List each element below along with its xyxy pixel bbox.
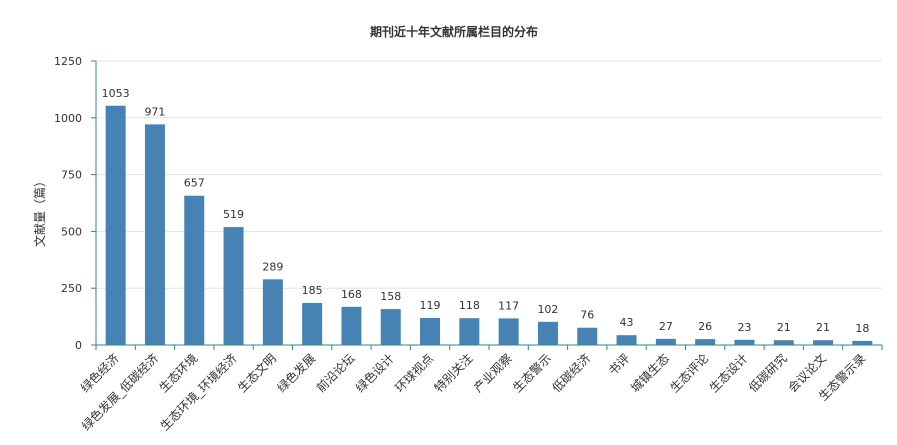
bar bbox=[498, 318, 519, 345]
y-tick-label: 750 bbox=[61, 169, 82, 182]
x-tick-label: 绿色发展 bbox=[274, 351, 319, 396]
data-label: 519 bbox=[223, 208, 244, 221]
bar bbox=[184, 195, 205, 345]
bar bbox=[105, 105, 126, 346]
data-label: 27 bbox=[659, 320, 673, 333]
x-tick-label: 特别关注 bbox=[431, 351, 476, 396]
data-label: 18 bbox=[855, 322, 869, 335]
chart-title: 期刊近十年文献所属栏目的分布 bbox=[370, 24, 538, 39]
data-label: 102 bbox=[537, 303, 558, 316]
bar bbox=[695, 339, 716, 345]
bar bbox=[223, 227, 244, 345]
data-label: 21 bbox=[816, 321, 830, 334]
bars bbox=[105, 105, 873, 346]
data-label: 119 bbox=[420, 299, 441, 312]
bar bbox=[262, 279, 283, 345]
x-tick-label: 低碳经济 bbox=[549, 351, 594, 396]
x-tick-label: 城镇生态 bbox=[628, 351, 672, 395]
x-tick-label: 生态设计 bbox=[707, 351, 751, 395]
x-tick-label: 生态警示 bbox=[510, 351, 555, 396]
data-labels: 1053 971 657 519 289 185 168 158 119 118 117 102 76 4… bbox=[102, 87, 870, 335]
data-label: 23 bbox=[737, 321, 751, 334]
bar bbox=[341, 306, 362, 345]
x-tick-label: 前沿论坛 bbox=[313, 351, 358, 396]
x-tick-label: 环球视点 bbox=[392, 351, 437, 396]
y-tick-label: 1000 bbox=[54, 112, 82, 125]
data-label: 76 bbox=[580, 309, 594, 322]
x-tick-label: 生态评论 bbox=[667, 351, 711, 395]
data-label: 185 bbox=[302, 284, 323, 297]
x-tick-label: 书评 bbox=[606, 351, 633, 378]
data-label: 158 bbox=[380, 290, 401, 303]
data-label: 43 bbox=[620, 316, 634, 329]
y-tick-label: 500 bbox=[61, 225, 82, 238]
axes: 025050075010001250绿色经济绿色发展_低碳经济生态环境生态环境_… bbox=[54, 55, 883, 433]
y-axis-label: 文献量（篇） bbox=[32, 175, 47, 247]
bar bbox=[813, 340, 834, 345]
data-label: 21 bbox=[777, 321, 791, 334]
bar bbox=[420, 317, 441, 345]
bar bbox=[577, 327, 598, 345]
bar bbox=[302, 302, 323, 345]
data-label: 168 bbox=[341, 288, 362, 301]
data-label: 117 bbox=[498, 299, 519, 312]
x-tick-label: 绿色设计 bbox=[352, 351, 397, 396]
gridlines bbox=[96, 60, 882, 289]
data-label: 657 bbox=[184, 177, 205, 190]
data-label: 26 bbox=[698, 320, 712, 333]
y-tick-label: 1250 bbox=[54, 55, 82, 68]
data-label: 289 bbox=[262, 260, 283, 273]
bar bbox=[616, 335, 637, 345]
y-tick-label: 250 bbox=[61, 282, 82, 295]
x-tick-label: 生态文明 bbox=[234, 351, 279, 396]
bar bbox=[380, 309, 401, 345]
bar bbox=[852, 340, 873, 345]
bar bbox=[655, 338, 676, 345]
bar bbox=[537, 321, 558, 345]
bar bbox=[773, 340, 794, 345]
bar bbox=[144, 124, 165, 346]
data-label: 1053 bbox=[102, 87, 130, 100]
data-label: 971 bbox=[144, 105, 165, 118]
x-tick-label: 产业观察 bbox=[471, 351, 515, 395]
y-tick-label: 0 bbox=[75, 339, 82, 352]
bar bbox=[734, 339, 755, 345]
x-tick-label: 低碳研究 bbox=[745, 351, 790, 396]
data-label: 118 bbox=[459, 299, 480, 312]
bar bbox=[459, 318, 480, 345]
